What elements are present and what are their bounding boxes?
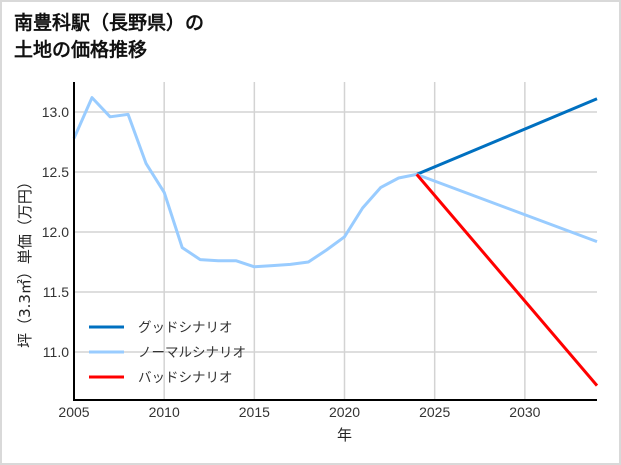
legend-label-2: バッドシナリオ bbox=[138, 370, 233, 386]
y-axis-label: 坪（3.3㎡）単価（万円） bbox=[16, 174, 34, 348]
y-tick-label: 11.0 bbox=[43, 344, 69, 360]
title-line-2: 土地の価格推移 bbox=[14, 39, 148, 61]
legend-label-0: グッドシナリオ bbox=[138, 320, 233, 336]
title-line-1: 南豊科駅（長野県）の bbox=[14, 12, 205, 34]
y-tick-label: 12.0 bbox=[42, 224, 69, 240]
x-tick-label: 2005 bbox=[58, 404, 89, 420]
series-line-1 bbox=[72, 96, 598, 269]
x-tick-label: 2020 bbox=[329, 404, 360, 420]
series-line-0 bbox=[416, 97, 598, 176]
x-tick-label: 2010 bbox=[149, 404, 180, 420]
x-tick-label: 2030 bbox=[509, 404, 540, 420]
legend-label-1: ノーマルシナリオ bbox=[138, 345, 246, 361]
x-tick-label: 2015 bbox=[239, 404, 270, 420]
y-tick-label: 12.5 bbox=[42, 164, 69, 180]
x-tick-label: 2025 bbox=[419, 404, 450, 420]
x-axis-label: 年 bbox=[337, 426, 352, 444]
y-tick-label: 11.5 bbox=[43, 284, 69, 300]
chart-title: 南豊科駅（長野県）の 土地の価格推移 bbox=[14, 10, 204, 64]
series-line-2 bbox=[415, 173, 599, 387]
y-tick-label: 13.0 bbox=[42, 104, 69, 120]
